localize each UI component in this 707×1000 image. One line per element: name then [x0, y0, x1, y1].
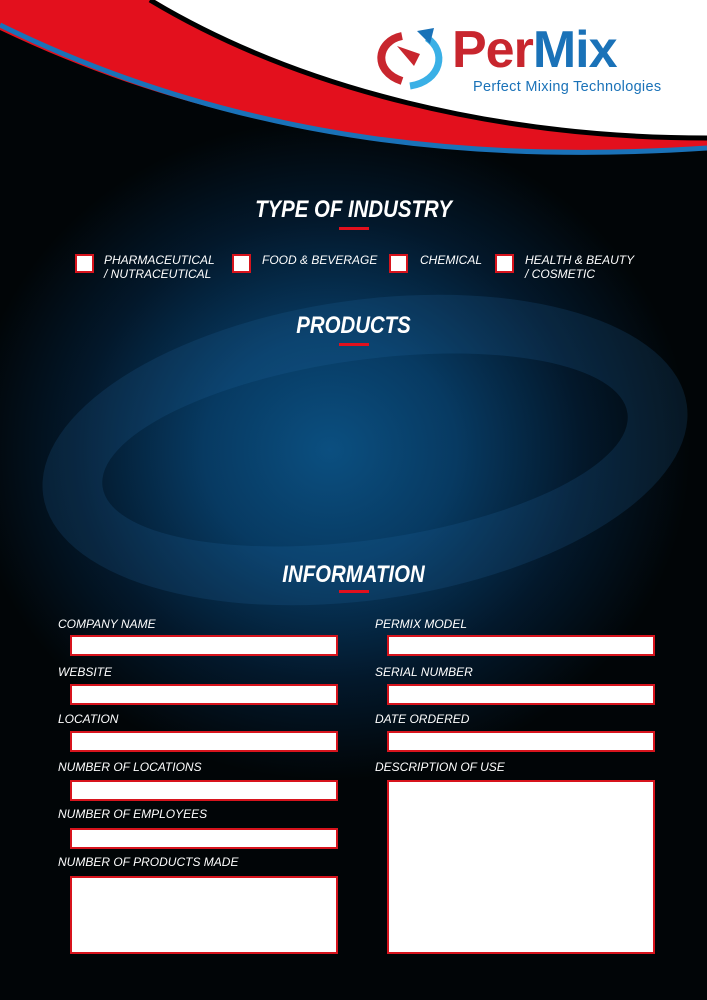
permix-model-input[interactable] — [387, 635, 655, 656]
field-label: LOCATION — [58, 712, 119, 726]
location-input[interactable] — [70, 731, 338, 752]
description-of-use-textarea[interactable] — [387, 780, 655, 954]
option-label: PHARMACEUTICAL / NUTRACEUTICAL — [104, 253, 215, 281]
information-heading: INFORMATION — [282, 561, 425, 588]
products-heading: PRODUCTS — [296, 312, 411, 339]
checkbox-health-beauty[interactable] — [495, 254, 514, 273]
option-label: FOOD & BEVERAGE — [262, 253, 378, 267]
website-input[interactable] — [70, 684, 338, 705]
checkbox-chemical[interactable] — [389, 254, 408, 273]
field-label: DESCRIPTION OF USE — [375, 760, 505, 774]
company-name-input[interactable] — [70, 635, 338, 656]
field-label: NUMBER OF EMPLOYEES — [58, 807, 208, 821]
number-of-products-textarea[interactable] — [70, 876, 338, 954]
date-ordered-input[interactable] — [387, 731, 655, 752]
brand-per: Per — [452, 21, 534, 79]
field-label: SERIAL NUMBER — [375, 665, 473, 679]
number-of-locations-input[interactable] — [70, 780, 338, 801]
option-label: CHEMICAL — [420, 253, 483, 267]
field-label: COMPANY NAME — [58, 617, 156, 631]
permix-logo: PerMix Perfect Mixing Technologies — [372, 21, 682, 104]
field-label: NUMBER OF LOCATIONS — [58, 760, 202, 774]
heading-underline — [339, 343, 369, 346]
field-label: PERMIX MODEL — [375, 617, 468, 631]
mixing-arrows-icon — [377, 28, 443, 90]
serial-number-input[interactable] — [387, 684, 655, 705]
header-swoosh — [0, 0, 707, 155]
brand-mix: Mix — [532, 21, 618, 79]
field-label: NUMBER OF PRODUCTS MADE — [58, 855, 239, 869]
number-of-employees-input[interactable] — [70, 828, 338, 849]
heading-underline — [339, 227, 369, 230]
heading-underline — [339, 590, 369, 593]
industry-heading: TYPE OF INDUSTRY — [255, 196, 452, 223]
checkbox-pharmaceutical[interactable] — [75, 254, 94, 273]
checkbox-food-beverage[interactable] — [232, 254, 251, 273]
option-label: HEALTH & BEAUTY / COSMETIC — [525, 253, 635, 281]
field-label: DATE ORDERED — [375, 712, 470, 726]
field-label: WEBSITE — [58, 665, 113, 679]
brand-tagline: Perfect Mixing Technologies — [473, 79, 662, 95]
